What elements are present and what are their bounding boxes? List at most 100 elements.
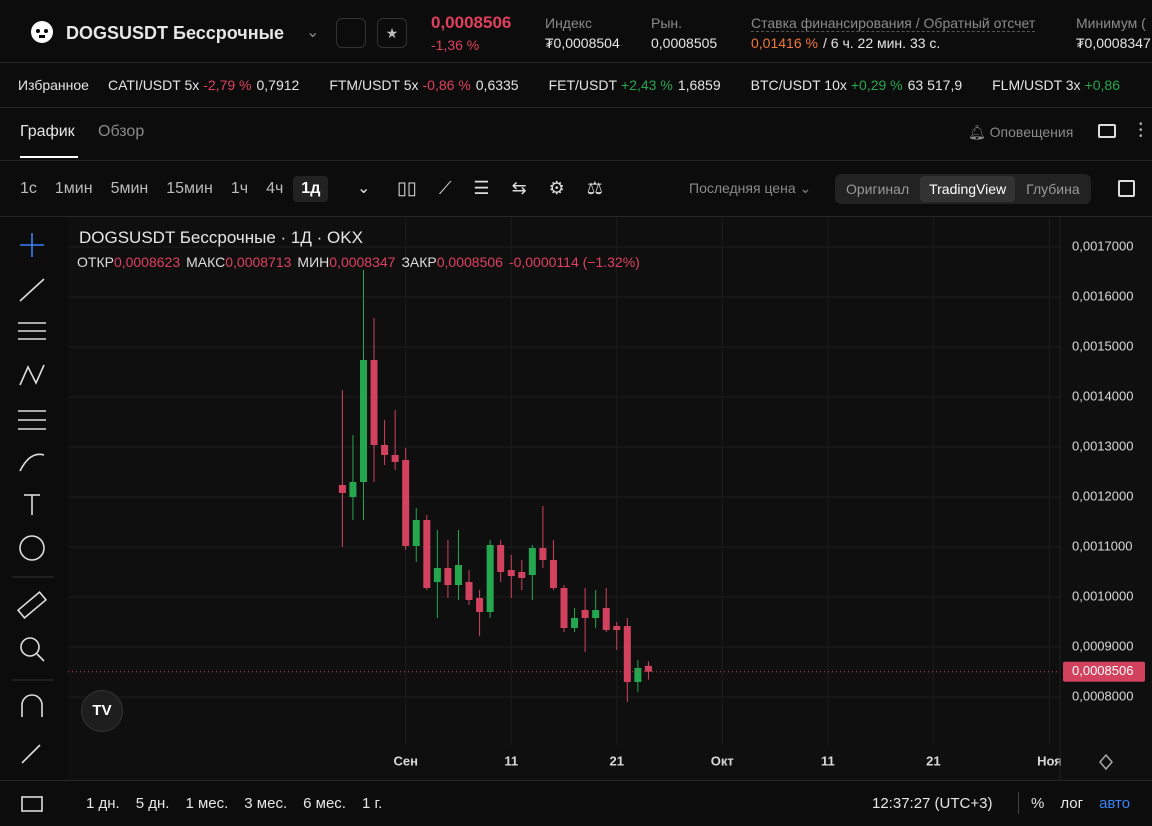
range-option[interactable]: 1 г. bbox=[361, 795, 383, 812]
scale-option[interactable]: лог bbox=[1060, 795, 1084, 812]
ohlc-label: ОТКР bbox=[77, 254, 114, 270]
ticker-change: +0,86 bbox=[1084, 77, 1120, 93]
candle-body bbox=[549, 560, 557, 588]
range-option[interactable]: 1 дн. bbox=[86, 795, 120, 812]
y-tick-label: 0,0016000 bbox=[1072, 288, 1133, 303]
x-tick-label: Окт bbox=[711, 753, 734, 768]
x-tick-label: Сен bbox=[393, 753, 417, 768]
y-tick-label: 0,0014000 bbox=[1072, 388, 1133, 403]
view-option[interactable]: Оригинал bbox=[846, 181, 910, 197]
price-type[interactable]: Последняя цена ⌄ bbox=[689, 180, 812, 196]
crosshair-tool[interactable] bbox=[20, 233, 44, 257]
list[interactable]: ☰ bbox=[473, 178, 490, 198]
ticker-pair[interactable]: CATI/USDT 5x bbox=[107, 77, 200, 93]
ticker-price: 0,7912 bbox=[256, 77, 300, 93]
candle-body bbox=[444, 568, 452, 585]
ruler-tool[interactable] bbox=[16, 591, 48, 619]
divider bbox=[0, 160, 1152, 161]
candle-body bbox=[571, 618, 579, 628]
range-option[interactable]: 6 мес. bbox=[303, 795, 346, 812]
alerts[interactable]: 🔔︎ Оповещения bbox=[968, 124, 1074, 140]
layout-button[interactable] bbox=[1098, 124, 1116, 138]
divider bbox=[1018, 792, 1019, 814]
ticker-pair[interactable]: FTM/USDT 5x bbox=[329, 77, 419, 93]
countdown: / 6 ч. 22 мин. 33 с. bbox=[823, 35, 941, 51]
tab-active[interactable]: График bbox=[20, 123, 75, 140]
favorite-button[interactable]: ★ bbox=[377, 18, 407, 48]
ticker-pair[interactable]: FLM/USDT 3x bbox=[992, 77, 1081, 93]
scale-option[interactable]: авто bbox=[1099, 795, 1131, 812]
stat-value: ₮0,0008347 bbox=[1076, 35, 1151, 51]
candle-body bbox=[349, 482, 357, 497]
pattern-tool[interactable] bbox=[19, 364, 45, 386]
interval[interactable]: 15мин bbox=[166, 180, 213, 197]
symbol[interactable]: DOGSUSDT Бессрочные bbox=[66, 23, 284, 43]
ranges: 1 дн. 5 дн. 1 мес. 3 мес. 6 мес. 1 г. bbox=[86, 795, 382, 812]
interval-dropdown[interactable]: ⌄ bbox=[357, 180, 371, 197]
ticker-change: -0,86 % bbox=[422, 77, 471, 93]
range-option[interactable]: 1 мес. bbox=[185, 795, 229, 812]
lock-tool[interactable] bbox=[21, 796, 43, 812]
ticker-label: Избранное bbox=[18, 77, 89, 93]
view-option[interactable]: Глубина bbox=[1026, 181, 1080, 197]
channel-tool[interactable] bbox=[18, 322, 46, 340]
candle-type[interactable]: ▯▯ bbox=[397, 178, 417, 198]
range-option[interactable]: 5 дн. bbox=[135, 795, 170, 812]
alerts-label: Оповещения bbox=[989, 124, 1074, 140]
emoji-tool[interactable] bbox=[19, 535, 45, 561]
replay[interactable]: ⇆ bbox=[511, 178, 527, 198]
book-button[interactable] bbox=[336, 18, 366, 48]
view-option[interactable]: TradingView bbox=[920, 176, 1016, 202]
x-tick-label: 11 bbox=[504, 753, 518, 768]
y-tick-label: 0,0010000 bbox=[1072, 588, 1133, 603]
candle-body bbox=[391, 455, 399, 462]
ohlc-value: 0,0008623 bbox=[113, 254, 181, 270]
menu-button[interactable]: • • • bbox=[1139, 119, 1143, 142]
lock-draw-tool[interactable] bbox=[21, 744, 41, 764]
interval[interactable]: 1д bbox=[293, 176, 329, 202]
dropdown-arrow[interactable]: ⌄ bbox=[306, 24, 320, 41]
view-switch: Оригинал TradingView Глубина bbox=[835, 174, 1091, 204]
x-tick-label: 21 bbox=[610, 753, 624, 768]
interval[interactable]: 1ч bbox=[230, 180, 249, 197]
range-option[interactable]: 3 мес. bbox=[244, 795, 288, 812]
ticker-pair[interactable]: FET/USDT bbox=[548, 77, 618, 93]
ticker-pair[interactable]: BTC/USDT 10x bbox=[750, 77, 847, 93]
line-tool[interactable] bbox=[19, 278, 45, 302]
ticker-change: +2,43 % bbox=[621, 77, 673, 93]
fullscreen[interactable] bbox=[1118, 180, 1135, 197]
scale-option[interactable]: % bbox=[1031, 795, 1045, 812]
text-tool[interactable] bbox=[24, 494, 40, 515]
indicators[interactable]: ⟋ bbox=[438, 178, 452, 198]
interval[interactable]: 1мин bbox=[54, 180, 93, 197]
scale-options: % лог авто bbox=[1031, 795, 1130, 812]
candle-body bbox=[539, 548, 547, 560]
tab[interactable]: Обзор bbox=[98, 123, 145, 140]
ticker-price: 63 517,9 bbox=[907, 77, 963, 93]
tab-underline bbox=[20, 156, 78, 158]
ticker-change: -2,79 % bbox=[203, 77, 252, 93]
y-tick-label: 0,0013000 bbox=[1072, 438, 1133, 453]
clock: 12:37:27 (UTC+3) bbox=[872, 795, 993, 812]
interval[interactable]: 1с bbox=[20, 180, 37, 197]
tv-logo[interactable]: TV bbox=[81, 690, 123, 732]
divider bbox=[0, 780, 1152, 781]
candle-body bbox=[402, 460, 410, 546]
stat-label: Индекс bbox=[545, 15, 593, 31]
candle-body bbox=[560, 588, 568, 628]
stat-label: Ставка финансирования / Обратный отсчет bbox=[751, 15, 1036, 32]
interval[interactable]: 4ч bbox=[266, 180, 284, 197]
brush-tool[interactable] bbox=[19, 453, 45, 472]
candle-body bbox=[486, 545, 494, 612]
settings[interactable]: ⚙︎ bbox=[548, 178, 565, 198]
compare[interactable]: ⚖︎ bbox=[586, 178, 603, 198]
candle-body bbox=[465, 582, 473, 600]
candle-body bbox=[644, 665, 652, 672]
fib-tool[interactable] bbox=[18, 410, 46, 430]
magnet-tool[interactable] bbox=[21, 694, 43, 717]
interval[interactable]: 5мин bbox=[110, 180, 149, 197]
stat-label: Рын. bbox=[651, 15, 683, 31]
candle-body bbox=[359, 360, 367, 482]
zoom-tool[interactable] bbox=[20, 637, 45, 662]
